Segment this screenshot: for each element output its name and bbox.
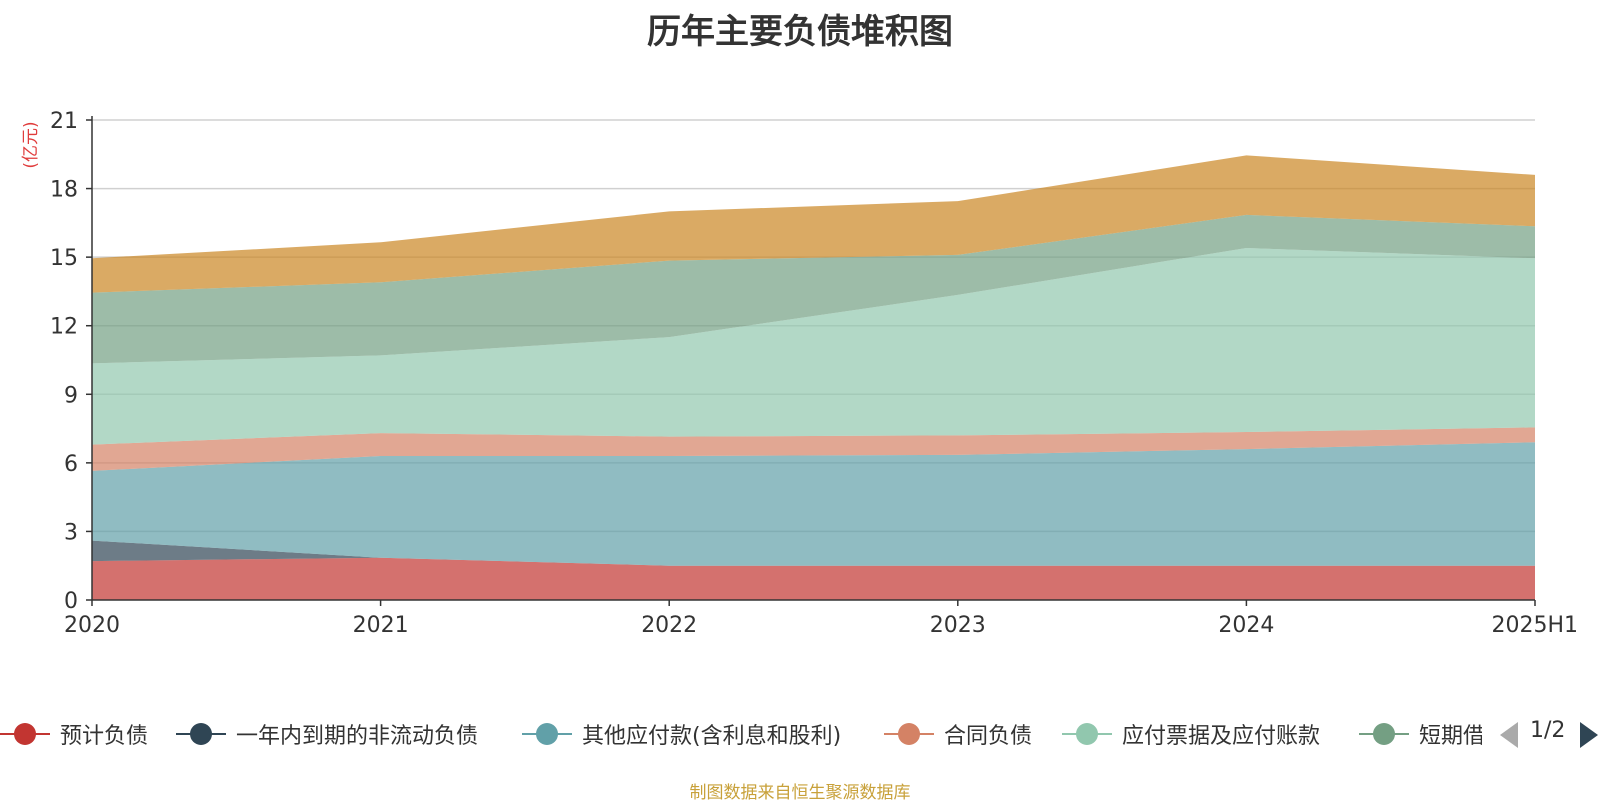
legend-swatch bbox=[176, 721, 226, 747]
x-tick-label: 2023 bbox=[930, 613, 986, 638]
legend-page-indicator: 1/2 bbox=[1530, 718, 1566, 743]
area-series-3[interactable] bbox=[92, 427, 1535, 471]
y-tick-label: 21 bbox=[50, 109, 78, 134]
y-tick-label: 12 bbox=[50, 315, 78, 340]
legend-swatch bbox=[522, 721, 572, 747]
legend-label: 预计负债 bbox=[60, 724, 149, 749]
area-series bbox=[92, 155, 1535, 600]
area-series-0[interactable] bbox=[92, 557, 1535, 600]
legend-item[interactable]: 短期借款 bbox=[1359, 714, 1482, 754]
legend-label: 一年内到期的非流动负债 bbox=[236, 724, 479, 749]
legend-item[interactable]: 一年内到期的非流动负债 bbox=[176, 714, 478, 754]
axes: 0 3 6 9 12 15 18 21 2020 2021 2022 2023 2024 2025H1 bbox=[50, 109, 1578, 638]
legend-item[interactable]: 预计负债 bbox=[0, 714, 148, 754]
legend-swatch bbox=[0, 721, 50, 747]
legend-item[interactable]: 其他应付款(含利息和股利) bbox=[522, 714, 841, 754]
stacked-area-chart: 0 3 6 9 12 15 18 21 2020 2021 2022 2023 2024 2025H1 (… bbox=[21, 109, 1578, 638]
area-series-6[interactable] bbox=[92, 155, 1535, 293]
area-series-5[interactable] bbox=[92, 214, 1535, 364]
x-tick-label: 2024 bbox=[1218, 613, 1274, 638]
y-tick-label: 3 bbox=[64, 520, 78, 545]
y-tick-label: 15 bbox=[50, 246, 78, 271]
legend-label: 短期借款 bbox=[1419, 724, 1482, 749]
x-tick-label: 2022 bbox=[641, 613, 697, 638]
legend-next-page-icon[interactable] bbox=[1580, 722, 1598, 748]
area-series-4[interactable] bbox=[92, 248, 1535, 445]
y-tick-label: 6 bbox=[64, 452, 78, 477]
legend-items: 预计负债 一年内到期的非流动负债 其他应付款(含利息和股利) 合同负债 应付票据及应付账… bbox=[0, 714, 1482, 754]
y-tick-label: 0 bbox=[64, 589, 78, 614]
source-note: 制图数据来自恒生聚源数据库 bbox=[689, 783, 911, 803]
chart-title: 历年主要负债堆积图 bbox=[647, 12, 953, 52]
legend-label: 合同负债 bbox=[944, 724, 1033, 749]
legend-item[interactable]: 应付票据及应付账款 bbox=[1062, 714, 1320, 754]
legend-swatch bbox=[884, 721, 934, 747]
x-tick-label: 2020 bbox=[64, 613, 120, 638]
x-tick-label: 2025H1 bbox=[1491, 613, 1578, 638]
legend-item[interactable]: 合同负债 bbox=[884, 714, 1032, 754]
area-series-2[interactable] bbox=[92, 442, 1535, 566]
legend-swatch bbox=[1359, 721, 1409, 747]
y-tick-label: 18 bbox=[50, 178, 78, 203]
legend-prev-page-icon[interactable] bbox=[1500, 722, 1518, 748]
legend-label: 其他应付款(含利息和股利) bbox=[582, 724, 842, 749]
legend: 预计负债 一年内到期的非流动负债 其他应付款(含利息和股利) 合同负债 应付票据及应付账… bbox=[0, 714, 1600, 754]
x-tick-label: 2021 bbox=[353, 613, 409, 638]
y-axis-unit-label: (亿元) bbox=[21, 121, 41, 168]
legend-label: 应付票据及应付账款 bbox=[1122, 724, 1321, 749]
legend-swatch bbox=[1062, 721, 1112, 747]
y-tick-label: 9 bbox=[64, 383, 78, 408]
